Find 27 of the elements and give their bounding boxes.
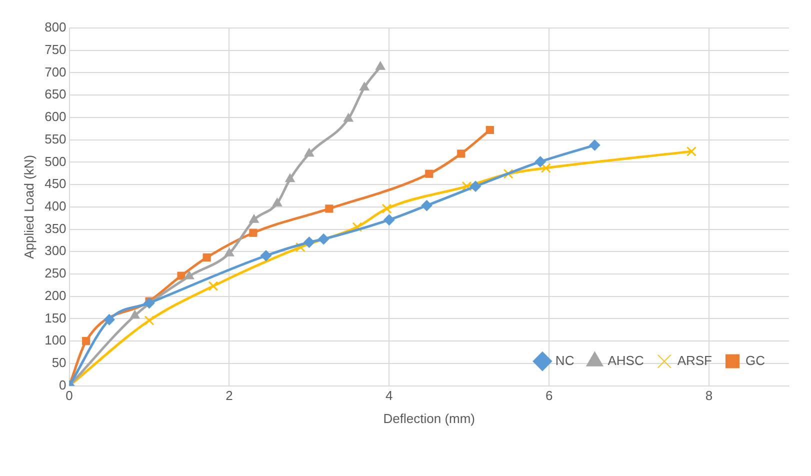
y-tick-label: 450 bbox=[44, 176, 66, 192]
y-tick-label: 750 bbox=[44, 42, 66, 57]
y-tick-label: 150 bbox=[44, 310, 66, 326]
x-tick-label: 4 bbox=[386, 388, 393, 404]
y-tick-label: 600 bbox=[44, 109, 66, 124]
y-tick-label: 400 bbox=[44, 198, 66, 214]
y-tick-label: 0 bbox=[59, 377, 66, 392]
x-tick-label: 6 bbox=[545, 388, 553, 404]
y-tick-label: 650 bbox=[44, 86, 66, 102]
y-tick-label: 550 bbox=[44, 131, 66, 146]
y-tick-label: 350 bbox=[44, 220, 66, 236]
legend-label: GC bbox=[746, 352, 765, 368]
y-tick-label: 700 bbox=[44, 64, 66, 80]
legend-label: NC bbox=[555, 352, 574, 368]
x-axis-title: Deflection (mm) bbox=[383, 410, 476, 426]
y-tick-label: 500 bbox=[44, 154, 66, 169]
x-tick-label: 2 bbox=[226, 388, 233, 404]
y-tick-label: 100 bbox=[44, 332, 66, 348]
y-tick-label: 300 bbox=[44, 243, 66, 258]
legend-label: ARSF bbox=[677, 352, 712, 368]
x-tick-label: 8 bbox=[705, 388, 713, 404]
y-tick-label: 800 bbox=[44, 20, 66, 35]
y-tick-label: 250 bbox=[44, 266, 66, 281]
legend-label: AHSC bbox=[608, 352, 644, 368]
y-axis-title: Applied Load (kN) bbox=[21, 154, 36, 259]
y-tick-label: 200 bbox=[44, 288, 66, 303]
y-tick-label: 50 bbox=[52, 355, 66, 370]
